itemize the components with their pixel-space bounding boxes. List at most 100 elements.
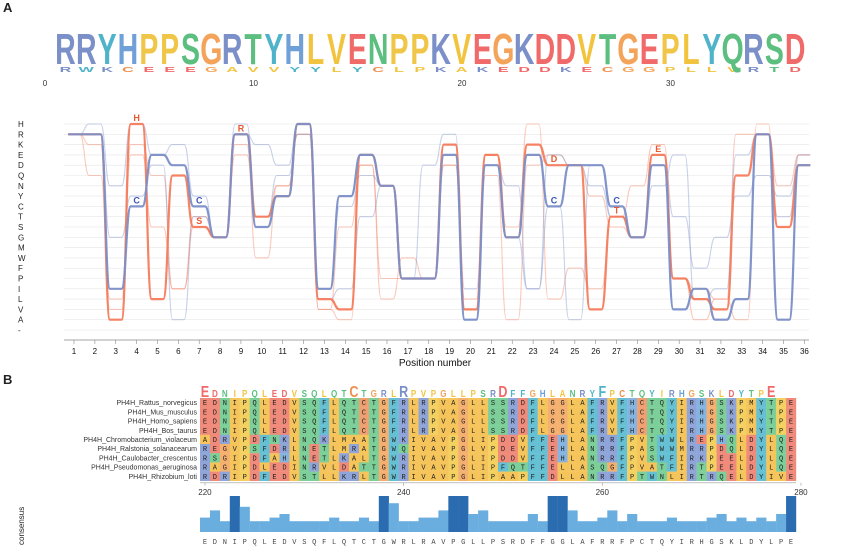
- conservation-bar: [209, 510, 221, 532]
- position-label: 5: [155, 347, 160, 356]
- alignment-cell: [448, 462, 459, 472]
- alignment-residue: L: [411, 400, 415, 408]
- consensus-residue: D: [749, 539, 753, 547]
- alignment-residue: V: [421, 474, 426, 482]
- alignment-residue: D: [501, 446, 505, 454]
- alignment-residue: I: [411, 465, 415, 473]
- alignment-cell: [696, 471, 707, 481]
- alignment-residue: Y: [670, 409, 675, 417]
- alignment-cell: [507, 407, 519, 417]
- alignment-residue: Q: [660, 400, 664, 408]
- consensus-residue: R: [421, 539, 426, 547]
- logo-letter: P: [411, 388, 416, 399]
- alignment-cell: [716, 416, 727, 426]
- alignment-residue: E: [789, 400, 793, 408]
- amino-acid-label: T: [18, 213, 23, 222]
- alignment-cell: [438, 444, 449, 454]
- alignment-residue: Y: [759, 465, 764, 473]
- alignment-residue: D: [253, 437, 257, 445]
- alignment-residue: P: [630, 465, 634, 473]
- alignment-cell: [468, 471, 479, 481]
- alignment-cell: [627, 425, 638, 435]
- logo-letter: R: [748, 65, 760, 74]
- alignment-cell: [656, 453, 668, 463]
- alignment-cell: [507, 444, 519, 454]
- alignment-cell: [776, 453, 787, 463]
- alignment-cell: [617, 407, 628, 417]
- alignment-residue: F: [590, 409, 594, 417]
- alignment-residue: W: [650, 474, 655, 482]
- alignment-residue: L: [481, 400, 485, 408]
- conservation-bar: [587, 521, 598, 532]
- alignment-cell: [468, 416, 479, 426]
- alignment-cell: [458, 444, 469, 454]
- alignment-cell: [358, 471, 370, 481]
- alignment-residue: I: [680, 400, 684, 408]
- logo-letter: T: [342, 388, 347, 399]
- logo-letter: Y: [702, 25, 721, 74]
- sequence-name: PH4H_Chromobacterium_violaceum: [83, 437, 197, 444]
- consensus-residue: Y: [759, 539, 764, 547]
- alignment-residue: P: [451, 465, 455, 473]
- alignment-cell: [696, 398, 707, 408]
- alignment-residue: E: [729, 474, 733, 482]
- residue-annotation: C: [551, 195, 558, 205]
- alignment-cell: [726, 425, 737, 435]
- alignment-cell: [368, 453, 379, 463]
- alignment-cell: [666, 416, 677, 426]
- alignment-cell: [706, 407, 717, 417]
- conservation-bar: [349, 521, 360, 532]
- alignment-cell: [478, 398, 489, 408]
- alignment-residue: N: [590, 455, 594, 463]
- alignment-cell: [438, 398, 449, 408]
- consensus-residue: Y: [670, 539, 675, 547]
- alignment-cell: [666, 462, 677, 472]
- consensus-residue: C: [640, 539, 644, 547]
- alignment-residue: P: [709, 455, 713, 463]
- consensus-residue: W: [392, 539, 397, 547]
- logo-letter: D: [498, 383, 507, 401]
- alignment-residue: W: [392, 465, 397, 473]
- alignment-cell: [716, 444, 727, 454]
- alignment-cell: [577, 471, 588, 481]
- alignment-cell: [696, 416, 707, 426]
- conservation-bar: [279, 514, 290, 532]
- conservation-bar: [686, 521, 697, 532]
- alignment-cell: [468, 444, 479, 454]
- alignment-residue: G: [461, 446, 465, 454]
- alignment-cell: [637, 425, 648, 435]
- alignment-cell: [676, 434, 687, 445]
- alignment-residue: R: [690, 465, 695, 473]
- alignment-residue: T: [660, 465, 664, 473]
- alignment-position-axis: 220 240 260 280: [198, 482, 808, 497]
- alignment-residue: I: [292, 465, 296, 473]
- alignment-residue: S: [650, 455, 654, 463]
- consensus-residue: V: [292, 539, 297, 547]
- alignment-cell: [686, 425, 697, 435]
- alignment-cell: [686, 398, 697, 408]
- alignment-residue: L: [471, 428, 475, 436]
- logo-letter: L: [461, 388, 466, 399]
- logo-letter: F: [520, 388, 525, 399]
- logo-letter: E: [640, 25, 659, 74]
- alignment-residue: F: [620, 419, 624, 427]
- consensus-residue: R: [511, 539, 516, 547]
- logo-letter: G: [200, 25, 222, 74]
- sequence-name: PH4H_Caulobacter_crescentus: [99, 455, 198, 462]
- alignment-residue: P: [779, 428, 783, 436]
- alignment-cell: [259, 471, 270, 481]
- alignment-cell: [557, 462, 568, 472]
- alignment-residue: L: [292, 437, 296, 445]
- alignment-residue: I: [680, 409, 684, 417]
- alignment-cell: [259, 416, 270, 426]
- conservation-bar: [537, 521, 548, 532]
- alignment-cell: [766, 425, 777, 435]
- alignment-residue: I: [680, 465, 684, 473]
- alignment-residue: T: [372, 409, 376, 417]
- alignment-residue: V: [441, 446, 446, 454]
- consensus-residue: Q: [253, 539, 257, 547]
- residue-annotation: H: [133, 113, 140, 123]
- alignment-cell: [339, 416, 350, 426]
- alignment-residue: L: [570, 465, 574, 473]
- alignment-cell: [726, 471, 737, 481]
